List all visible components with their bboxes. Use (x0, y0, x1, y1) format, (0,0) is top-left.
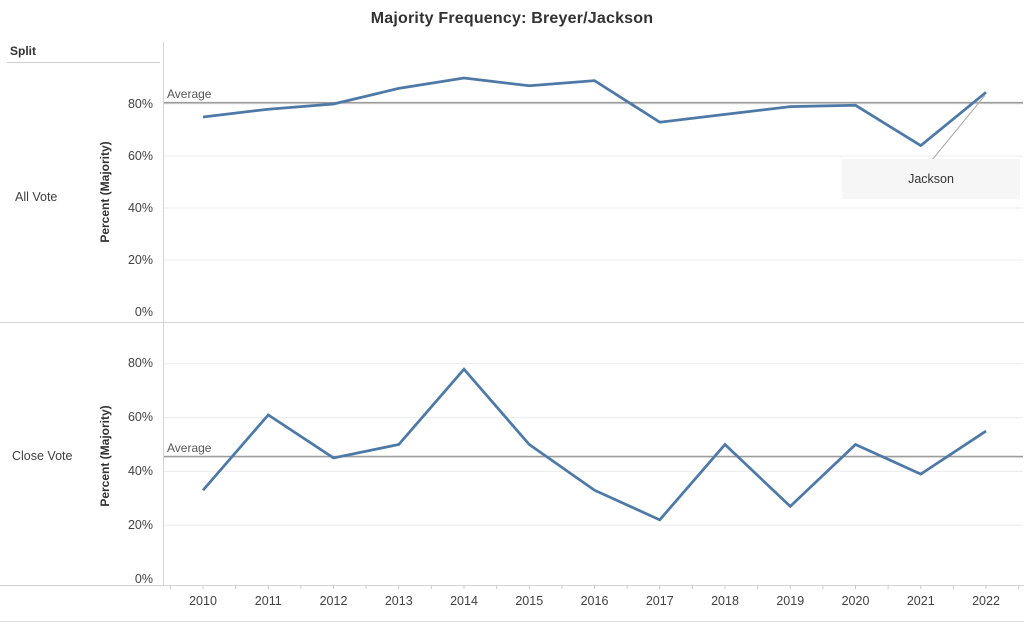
row-label-all-vote: All Vote (15, 190, 58, 204)
close-vote-line-mark[interactable] (201, 367, 987, 522)
y-tick-label: 40% (127, 463, 153, 478)
annotation-jackson-text: Jackson (908, 172, 954, 186)
average-reference-label-bottom: Average (167, 441, 212, 455)
panel-divider (0, 322, 1024, 323)
x-tick-label: 2021 (906, 594, 935, 608)
y-tick-label: 80% (127, 356, 153, 371)
x-tick-label: 2020 (841, 594, 870, 608)
chart-title: Majority Frequency: Breyer/Jackson (370, 10, 654, 27)
average-reference-label-top: Average (167, 87, 212, 101)
y-tick-label: 20% (127, 252, 153, 267)
y-tick-label: 60% (127, 410, 153, 425)
x-tick-label: 2019 (776, 594, 805, 608)
x-tick-label: 2022 (972, 594, 1000, 608)
bottom-border (0, 621, 1024, 622)
y-axis-line (163, 42, 164, 585)
x-tick-label: 2012 (319, 594, 348, 608)
row-label-close-vote: Close Vote (12, 449, 73, 463)
x-tick-label: 2018 (711, 594, 739, 608)
y-tick-label: 60% (127, 148, 153, 163)
all-vote-line-mark[interactable] (202, 76, 987, 148)
split-header-underline (7, 62, 160, 63)
y-tick-label: 80% (127, 96, 153, 111)
x-tick-label: 2017 (645, 594, 674, 608)
x-tick-label: 2010 (189, 594, 217, 608)
y-tick-label: 40% (127, 200, 153, 215)
annotation-jackson[interactable]: Jackson (842, 159, 1020, 199)
x-tick-label: 2016 (580, 594, 609, 608)
x-tick-label: 2014 (450, 594, 478, 608)
x-tick-label: 2013 (384, 594, 413, 608)
x-tick-label: 2011 (254, 594, 282, 608)
split-column-header: Split (10, 44, 36, 58)
x-tick-label: 2015 (515, 594, 544, 608)
x-axis-line (0, 585, 1024, 586)
y-tick-label: 0% (134, 304, 153, 319)
y-tick-label: 0% (134, 571, 153, 586)
y-tick-label: 20% (127, 517, 153, 532)
annotation-leader-line (931, 94, 986, 161)
